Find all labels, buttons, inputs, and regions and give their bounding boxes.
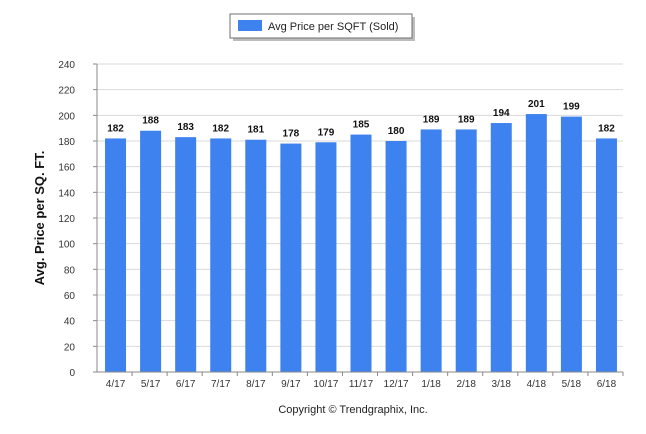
bar <box>350 134 372 372</box>
x-tick-label: 11/17 <box>349 379 374 390</box>
bars <box>105 114 617 373</box>
y-tick-label: 80 <box>64 265 76 276</box>
data-label: 185 <box>353 120 370 131</box>
bar <box>455 129 477 372</box>
x-tick-label: 3/18 <box>492 379 512 390</box>
y-tick-label: 20 <box>64 342 76 353</box>
bar <box>210 138 232 372</box>
y-tick-label: 180 <box>58 137 75 148</box>
x-tick-label: 5/17 <box>141 379 161 390</box>
data-label: 199 <box>563 102 580 113</box>
bar <box>560 116 582 372</box>
data-label: 179 <box>318 127 335 138</box>
y-tick-label: 140 <box>58 188 75 199</box>
data-label: 181 <box>247 125 264 136</box>
y-tick-label: 160 <box>58 163 75 174</box>
data-label: 189 <box>423 114 440 125</box>
x-tick-label: 6/18 <box>597 379 617 390</box>
y-tick-label: 240 <box>58 60 75 71</box>
data-label: 182 <box>212 123 229 134</box>
bar <box>245 139 267 372</box>
y-axis-title: Avg. Price per SQ. FT. <box>32 151 47 286</box>
x-tick-label: 6/17 <box>176 379 196 390</box>
data-labels: 182 188 183 182 181 178 179 185 180 189 189 194 201 1… <box>107 99 615 140</box>
data-label: 201 <box>528 99 545 110</box>
x-tick-label: 10/17 <box>313 379 338 390</box>
x-tick-label: 9/17 <box>281 379 301 390</box>
y-tick-label: 220 <box>58 86 75 97</box>
bar <box>105 138 127 372</box>
y-tick-label: 60 <box>64 291 76 302</box>
data-label: 188 <box>142 116 159 127</box>
x-tick-label: 12/17 <box>384 379 409 390</box>
y-tick-label: 120 <box>58 214 75 225</box>
data-label: 194 <box>493 108 510 119</box>
x-tick-label: 8/17 <box>246 379 266 390</box>
legend: Avg Price per SQFT (Sold) <box>229 13 415 41</box>
data-label: 180 <box>388 126 405 137</box>
data-label: 189 <box>458 114 475 125</box>
y-tick-label: 40 <box>64 317 76 328</box>
copyright-footer: Copyright © Trendgraphix, Inc. <box>278 404 427 416</box>
bar <box>280 143 302 372</box>
data-label: 178 <box>283 129 300 140</box>
y-tick-label: 200 <box>58 111 75 122</box>
x-tick-label: 7/17 <box>211 379 231 390</box>
x-tick-label: 5/18 <box>562 379 582 390</box>
bar <box>140 130 162 372</box>
x-tick-label: 2/18 <box>456 379 476 390</box>
bar <box>315 142 337 372</box>
data-label: 182 <box>598 123 615 134</box>
legend-swatch <box>238 20 262 31</box>
bar <box>595 138 617 372</box>
legend-label: Avg Price per SQFT (Sold) <box>268 21 398 33</box>
x-axis-ticks: 4/17 5/17 6/17 7/17 8/17 9/17 10/17 11/17 12/17 1… <box>106 372 624 390</box>
axes <box>96 64 623 373</box>
bar <box>175 137 197 372</box>
bar <box>490 123 512 373</box>
x-tick-label: 4/18 <box>527 379 547 390</box>
bar <box>525 114 547 373</box>
x-tick-label: 4/17 <box>106 379 126 390</box>
x-tick-label: 1/18 <box>421 379 441 390</box>
y-tick-label: 100 <box>58 240 75 251</box>
data-label: 183 <box>177 122 194 133</box>
y-axis-ticks: 0 20 40 60 80 100 120 140 160 180 200 220 240 <box>58 60 97 379</box>
data-label: 182 <box>107 123 124 134</box>
y-tick-label: 0 <box>69 368 75 379</box>
bar <box>385 141 407 372</box>
bar <box>420 129 442 372</box>
